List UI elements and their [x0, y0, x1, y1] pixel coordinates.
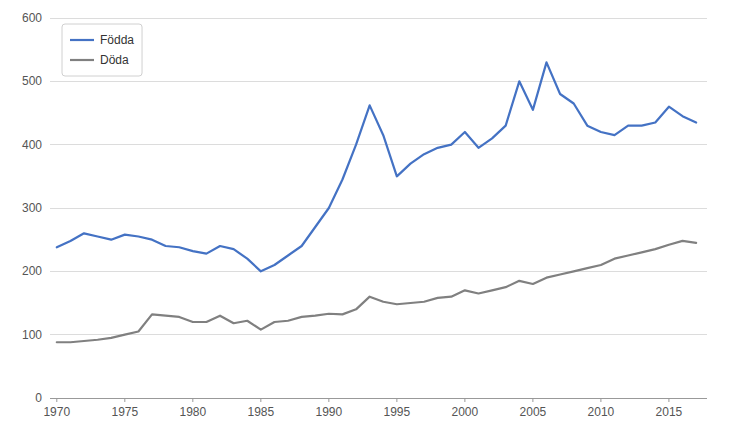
x-tick-label: 2005 — [520, 405, 547, 419]
x-tick-label: 2010 — [588, 405, 615, 419]
y-tick-label: 400 — [22, 138, 42, 152]
x-tick-label: 1975 — [111, 405, 138, 419]
chart: 0100200300400500600197019751980198519901… — [0, 0, 729, 432]
x-tick — [260, 398, 261, 402]
grid-line — [50, 81, 707, 82]
y-tick-label: 200 — [22, 264, 42, 278]
series-line — [57, 241, 696, 342]
x-tick-label: 1990 — [315, 405, 342, 419]
legend-label: Födda — [100, 33, 134, 47]
x-tick — [192, 398, 193, 402]
grid-line — [50, 334, 707, 335]
x-tick-label: 1970 — [43, 405, 70, 419]
legend-swatch — [70, 59, 94, 61]
x-tick — [124, 398, 125, 402]
legend: Födda Döda — [62, 24, 142, 76]
x-tick-label: 1995 — [384, 405, 411, 419]
page: {"chart_data": { "type": "line", "x": [1… — [0, 0, 729, 432]
x-tick — [600, 398, 601, 402]
grid-line — [50, 271, 707, 272]
x-tick — [464, 398, 465, 402]
x-tick-label: 1985 — [247, 405, 274, 419]
y-tick-labels: 0 100 200 300 400 500 600 — [22, 11, 42, 405]
y-tick-label: 300 — [22, 201, 42, 215]
grid-line — [50, 398, 707, 399]
x-tick-labels: 1970 1975 1980 1985 1990 1995 2000 2005 2010 2015 — [43, 398, 682, 419]
series-line — [57, 62, 696, 271]
y-tick-label: 100 — [22, 328, 42, 342]
grid-line — [50, 208, 707, 209]
y-tick-label: 600 — [22, 11, 42, 25]
x-tick-label: 1980 — [179, 405, 206, 419]
x-axis-line — [50, 398, 707, 399]
grid-line — [50, 18, 707, 19]
grid-line — [50, 144, 707, 145]
y-tick-label: 500 — [22, 74, 42, 88]
legend-label: Döda — [100, 53, 129, 67]
chart-container: 0100200300400500600197019751980198519901… — [0, 0, 729, 432]
legend-box — [62, 24, 142, 76]
x-tick-label: 2000 — [452, 405, 479, 419]
x-tick — [668, 398, 669, 402]
legend-swatch — [70, 39, 94, 41]
background — [0, 0, 729, 432]
lines — [57, 62, 696, 342]
x-tick — [56, 398, 57, 402]
x-tick — [532, 398, 533, 402]
x-tick-label: 2015 — [656, 405, 683, 419]
y-grid — [50, 18, 707, 398]
x-tick — [328, 398, 329, 402]
x-tick — [396, 398, 397, 402]
y-tick-label: 0 — [35, 391, 42, 405]
